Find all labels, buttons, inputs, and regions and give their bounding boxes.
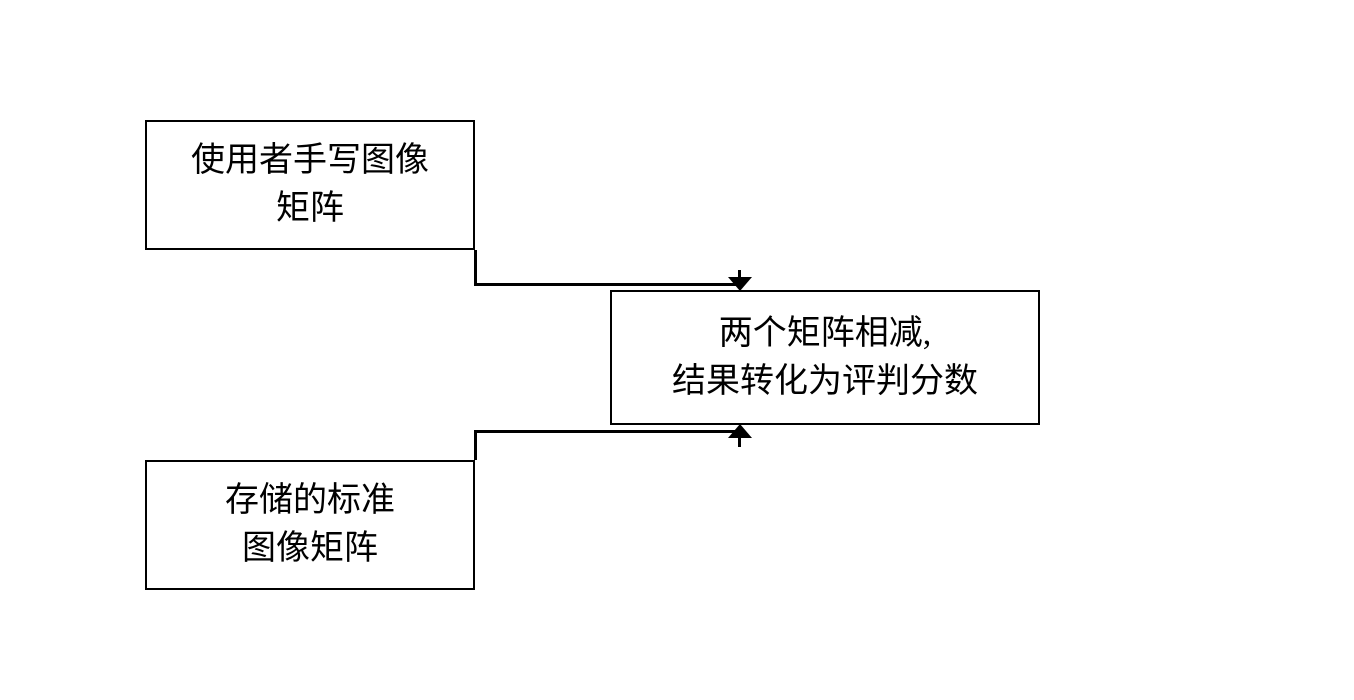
edge-input1-arrow: [728, 277, 752, 291]
node-output-label: 两个矩阵相减,结果转化为评判分数: [672, 310, 978, 405]
node-input1-label: 使用者手写图像矩阵: [191, 137, 429, 232]
node-input2-label: 存储的标准图像矩阵: [225, 477, 395, 572]
node-input1: 使用者手写图像矩阵: [145, 120, 475, 250]
node-input2: 存储的标准图像矩阵: [145, 460, 475, 590]
edge-input2-seg2: [474, 430, 740, 433]
edge-input2-arrow: [728, 424, 752, 438]
edge-input2-seg1: [474, 430, 477, 460]
flowchart-diagram: 使用者手写图像矩阵 存储的标准图像矩阵 两个矩阵相减,结果转化为评判分数: [0, 0, 1354, 700]
node-output: 两个矩阵相减,结果转化为评判分数: [610, 290, 1040, 425]
edge-input1-seg2: [474, 283, 740, 286]
edge-input2-seg3: [738, 437, 741, 447]
edge-input1-seg1: [474, 250, 477, 285]
